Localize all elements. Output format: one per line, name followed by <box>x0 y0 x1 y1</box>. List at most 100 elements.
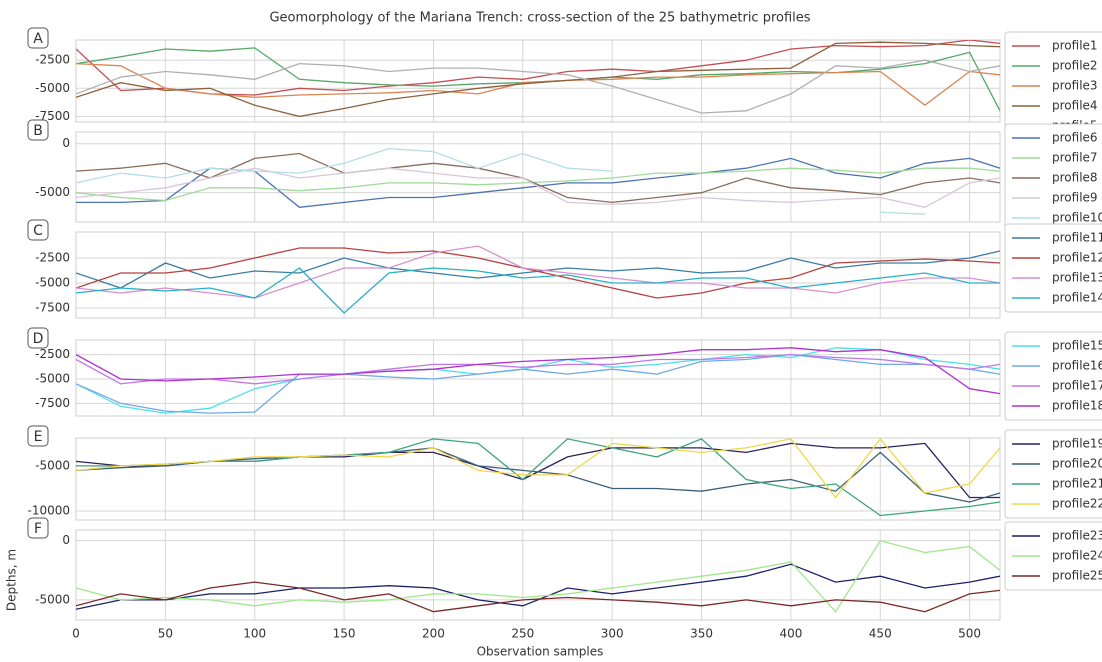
profile-line <box>76 442 1000 499</box>
profile-line <box>76 353 1000 414</box>
legend-box <box>1004 429 1102 519</box>
x-tick-label: 50 <box>158 627 173 641</box>
y-tick-label: 0 <box>62 136 70 150</box>
legend-label: profile22 <box>1052 497 1102 511</box>
legend-label: profile8 <box>1052 171 1098 185</box>
x-tick-label: 450 <box>869 627 892 641</box>
legend-label: profile12 <box>1052 251 1102 265</box>
panel-frame <box>75 231 1001 319</box>
panel-label-box <box>27 517 49 539</box>
panel-label-box <box>27 119 49 141</box>
panel-frame <box>75 437 1001 521</box>
profile-line <box>76 167 1000 208</box>
profile-line <box>76 152 1000 204</box>
y-tick-label: -5000 <box>35 371 70 385</box>
profile-line <box>76 267 1000 314</box>
profile-line <box>76 167 1000 202</box>
profile-line <box>76 59 1000 114</box>
legend-label: profile6 <box>1052 131 1098 145</box>
legend-label: profile7 <box>1052 151 1098 165</box>
plot-area <box>76 147 1000 215</box>
figure-title: Geomorphology of the Mariana Trench: cro… <box>269 11 810 26</box>
legend-label: profile10 <box>1052 211 1102 225</box>
panel-label: C <box>33 223 43 239</box>
y-tick-label: 0 <box>62 533 70 547</box>
plot-area <box>76 347 1000 414</box>
y-tick-label: -5000 <box>35 592 70 606</box>
x-tick-label: 0 <box>72 627 80 641</box>
profile-line <box>76 47 1000 112</box>
legend-label: profile20 <box>1052 457 1102 471</box>
profile-line <box>76 539 1000 613</box>
legend-label: profile25 <box>1052 569 1102 583</box>
legend-label: profile11 <box>1052 231 1102 245</box>
plot-area <box>76 245 1000 314</box>
legend-label: profile3 <box>1052 79 1098 93</box>
y-tick-label: -7500 <box>35 396 70 410</box>
y-tick-label: -10000 <box>27 503 70 517</box>
legend-label: profile17 <box>1052 379 1102 393</box>
legend-label: profile24 <box>1052 549 1102 563</box>
profile-line <box>76 563 1000 610</box>
legend-label: profile13 <box>1052 271 1102 285</box>
y-tick-label: -5000 <box>35 276 70 290</box>
legend-label: profile14 <box>1052 291 1102 305</box>
x-tick-label: 350 <box>690 627 713 641</box>
y-tick-label: -7500 <box>35 301 70 315</box>
profile-line <box>76 41 1000 118</box>
panel-label-box <box>27 27 49 49</box>
profile-line <box>76 353 1000 385</box>
legend-label: profile18 <box>1052 399 1102 413</box>
x-tick-label: 250 <box>511 627 534 641</box>
panel-label-box <box>27 219 49 241</box>
x-tick-label: 300 <box>601 627 624 641</box>
panel-label-box <box>27 425 49 447</box>
profile-line <box>76 438 1000 499</box>
legend-label: profile2 <box>1052 59 1098 73</box>
x-tick-label: 150 <box>333 627 356 641</box>
panel-label: F <box>34 521 42 537</box>
x-axis-label: Observation samples <box>477 645 604 659</box>
legend-label: profile23 <box>1052 529 1102 543</box>
profile-line <box>76 62 1000 107</box>
profile-line <box>76 247 1000 299</box>
profile-line <box>76 245 1000 299</box>
x-tick-label: 200 <box>422 627 445 641</box>
y-tick-label: -2500 <box>35 53 70 67</box>
legend-label: profile1 <box>1052 39 1098 53</box>
plot-area <box>76 539 1000 613</box>
profile-line <box>76 347 1000 395</box>
profile-line <box>76 40 1000 96</box>
panel-frame <box>75 131 1001 223</box>
panel-frame <box>75 339 1001 417</box>
legends: profile1profile2profile3profile4profile5… <box>1004 31 1102 591</box>
panel-label: E <box>34 429 43 445</box>
legend-box <box>1004 331 1102 421</box>
y-tick-label: -5000 <box>35 185 70 199</box>
profile-line <box>76 347 1000 414</box>
profile-line <box>76 147 925 215</box>
y-tick-label: -2500 <box>35 251 70 265</box>
y-tick-label: -5000 <box>35 81 70 95</box>
x-tick-label: 100 <box>243 627 266 641</box>
legend-box <box>1004 521 1102 591</box>
y-axis-label: Depths, m <box>5 549 19 611</box>
legend-label: profile16 <box>1052 359 1102 373</box>
x-tick-label: 500 <box>958 627 981 641</box>
legend-label: profile4 <box>1052 99 1098 113</box>
plot-area <box>76 40 1000 118</box>
y-tick-label: -7500 <box>35 109 70 123</box>
panel-frame <box>75 529 1001 621</box>
legend-label: profile9 <box>1052 191 1098 205</box>
legend-label: profile21 <box>1052 477 1102 491</box>
y-tick-label: -2500 <box>35 347 70 361</box>
panel-frame <box>75 39 1001 123</box>
panel-label: A <box>33 31 43 47</box>
profile-line <box>76 447 1000 503</box>
legend-box <box>1004 223 1102 313</box>
legend-label: profile19 <box>1052 437 1102 451</box>
panel-label-box <box>27 327 49 349</box>
y-tick-label: -5000 <box>35 458 70 472</box>
legend-label: profile15 <box>1052 339 1102 353</box>
